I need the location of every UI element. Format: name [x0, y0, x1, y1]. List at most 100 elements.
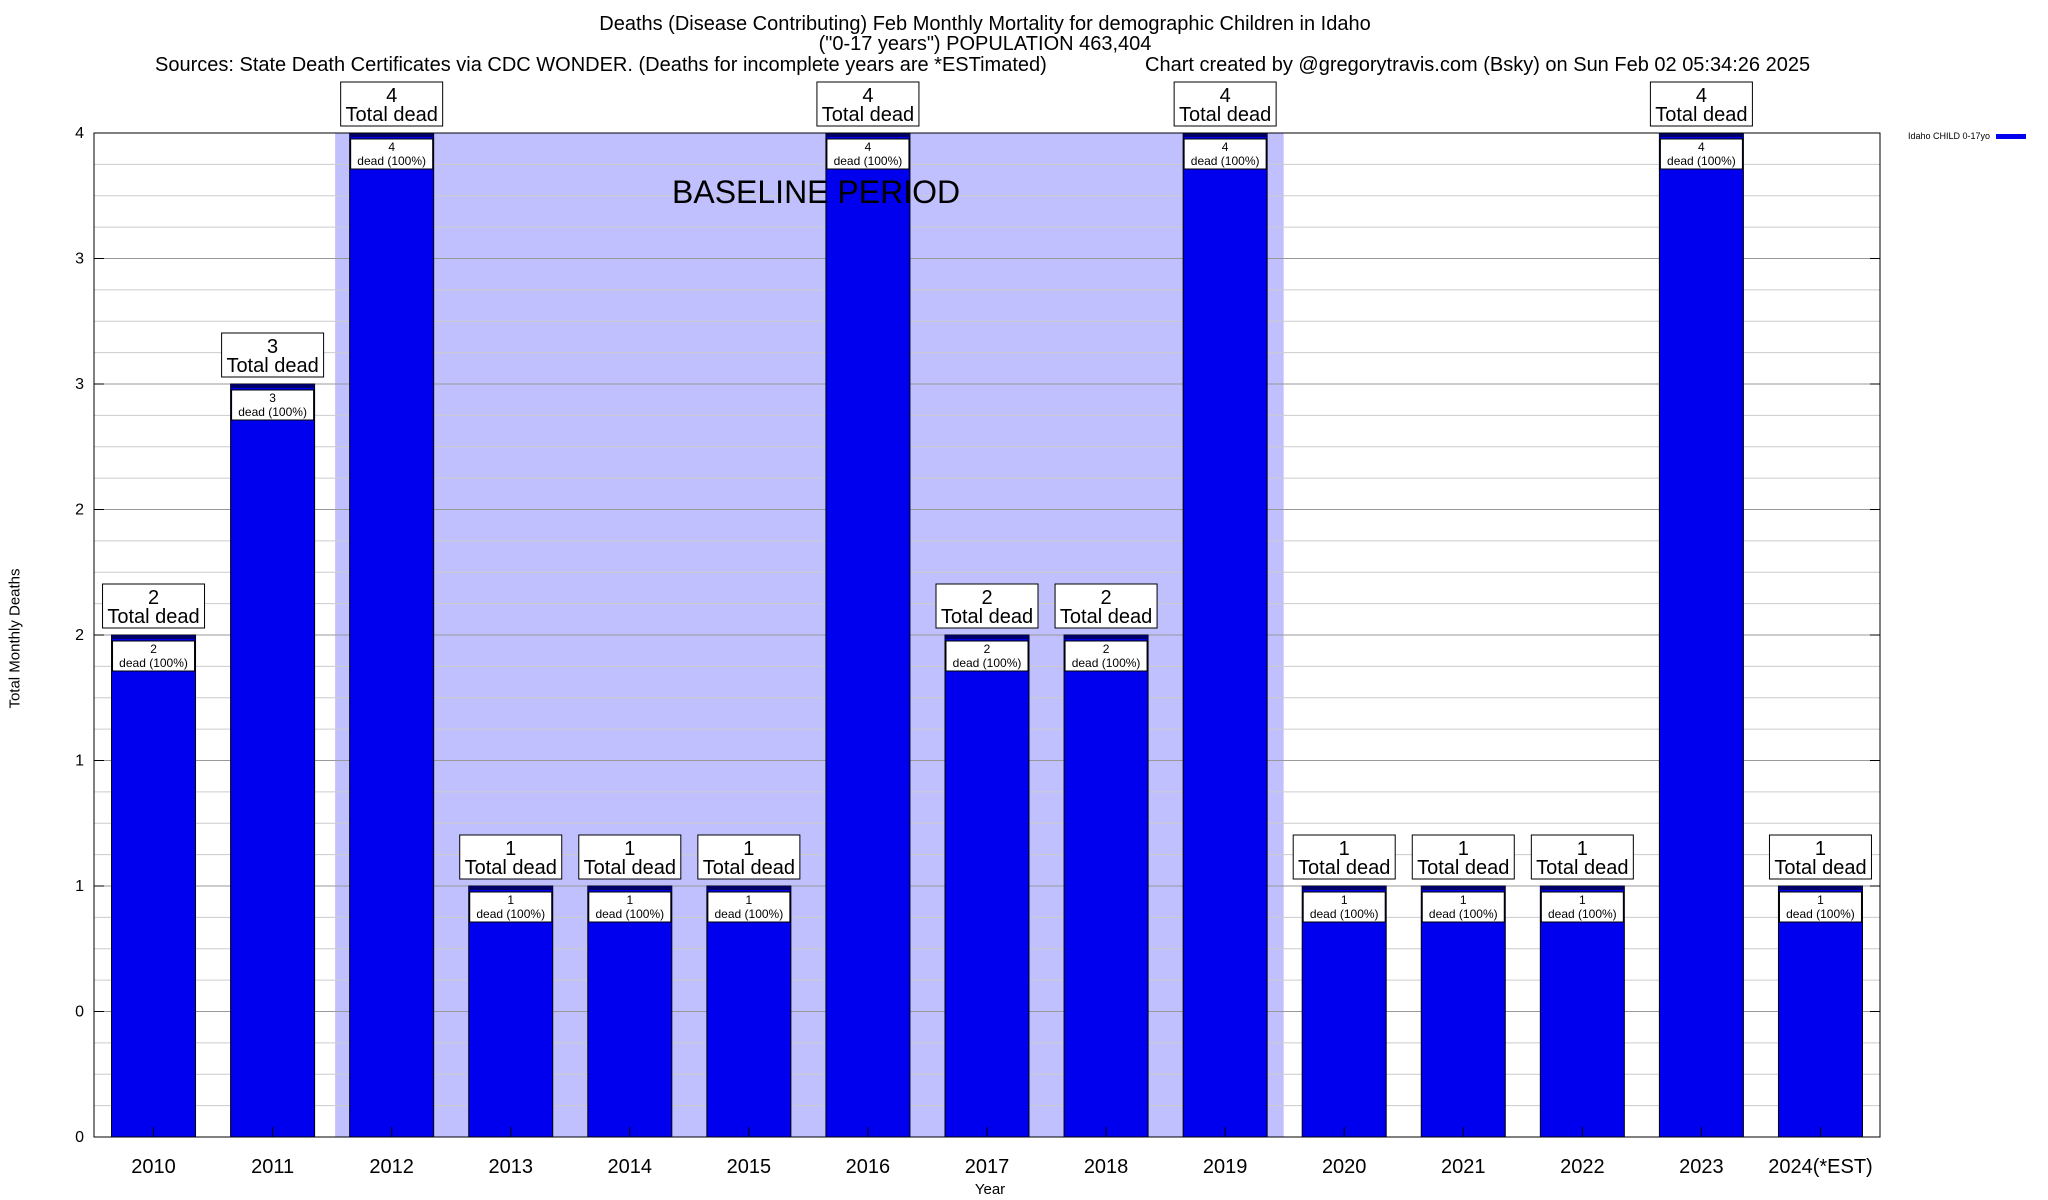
x-axis-label: Year: [974, 1181, 1006, 1198]
inner-label-count: 1: [1579, 893, 1586, 907]
y-tick-label: 0: [75, 1129, 84, 1146]
inner-label-text: dead (100%): [953, 656, 1022, 670]
total-label-box: [221, 332, 325, 378]
bar: [1658, 132, 1744, 1138]
inner-label-box: [1302, 891, 1386, 923]
total-label-box: [935, 583, 1039, 629]
inner-label-count: 4: [1698, 140, 1705, 154]
x-tick-label: 2023: [1679, 1156, 1724, 1178]
inner-label-count: 4: [388, 140, 395, 154]
total-label-count: 3: [267, 336, 278, 358]
total-label-count: 1: [743, 838, 754, 860]
inner-label-count: 1: [1460, 893, 1467, 907]
total-label-box: [1411, 834, 1515, 880]
inner-label-text: dead (100%): [119, 656, 188, 670]
inner-label-count: 1: [626, 893, 633, 907]
x-tick-label: 2022: [1560, 1156, 1605, 1178]
bar: [706, 885, 792, 1138]
total-label-text: Total dead: [1536, 857, 1628, 879]
total-label-count: 1: [1339, 838, 1350, 860]
inner-label-text: dead (100%): [715, 907, 784, 921]
y-tick-label: 4: [75, 125, 84, 142]
x-tick-label: 2018: [1084, 1156, 1129, 1178]
y-tick-label: 2: [75, 502, 84, 519]
chart-sources: Sources: State Death Certificates via CD…: [155, 54, 1047, 76]
total-label-count: 4: [386, 85, 397, 107]
inner-label-box: [231, 389, 315, 421]
total-label-count: 2: [1101, 587, 1112, 609]
x-tick-label: 2014: [608, 1156, 653, 1178]
inner-label-box: [350, 138, 434, 170]
bar: [468, 885, 554, 1138]
y-tick-label: 1: [75, 878, 84, 895]
bar: [111, 634, 197, 1138]
total-label-box: [1054, 583, 1158, 629]
total-label-box: [459, 834, 563, 880]
total-label-count: 4: [1220, 85, 1231, 107]
inner-label-text: dead (100%): [476, 907, 545, 921]
inner-label-count: 4: [1222, 140, 1229, 154]
inner-label-box: [1183, 138, 1267, 170]
bar: [944, 634, 1030, 1138]
total-label-count: 1: [624, 838, 635, 860]
inner-label-box: [112, 640, 196, 672]
x-tick-label: 2024(*EST): [1768, 1156, 1873, 1178]
total-label-count: 2: [148, 587, 159, 609]
inner-label-box: [945, 640, 1029, 672]
bar: [349, 132, 435, 1138]
total-label-text: Total dead: [1655, 104, 1747, 126]
bar: [230, 383, 316, 1138]
legend-swatch: [1996, 134, 2027, 140]
total-label-text: Total dead: [1179, 104, 1271, 126]
total-label-text: Total dead: [226, 355, 318, 377]
inner-label-text: dead (100%): [238, 405, 307, 419]
total-label-box: [340, 81, 444, 127]
inner-label-box: [826, 138, 910, 170]
inner-label-text: dead (100%): [1310, 907, 1379, 921]
x-tick-label: 2015: [727, 1156, 772, 1178]
total-label-count: 4: [862, 85, 873, 107]
inner-label-box: [1540, 891, 1624, 923]
total-label-box: [816, 81, 920, 127]
inner-label-box: [1778, 891, 1862, 923]
bar: [1182, 132, 1268, 1138]
inner-label-text: dead (100%): [1667, 154, 1736, 168]
total-label-count: 2: [981, 587, 992, 609]
total-label-count: 1: [1458, 838, 1469, 860]
x-tick-label: 2020: [1322, 1156, 1367, 1178]
y-tick-label: 0: [75, 1004, 84, 1021]
inner-label-box: [469, 891, 553, 923]
x-tick-label: 2013: [488, 1156, 533, 1178]
inner-label-text: dead (100%): [1786, 907, 1855, 921]
x-tick-label: 2016: [846, 1156, 891, 1178]
inner-label-count: 4: [865, 140, 872, 154]
plot-frame: [93, 132, 1881, 1138]
inner-label-count: 1: [507, 893, 514, 907]
bar: [1063, 634, 1149, 1138]
total-label-count: 4: [1696, 85, 1707, 107]
bar: [1301, 885, 1387, 1138]
inner-label-count: 1: [1817, 893, 1824, 907]
inner-label-box: [1659, 138, 1743, 170]
total-label-count: 1: [505, 838, 516, 860]
inner-label-count: 1: [1341, 893, 1348, 907]
total-label-text: Total dead: [703, 857, 795, 879]
baseline-period-label: BASELINE PERIOD: [672, 174, 961, 210]
chart-title: Deaths (Disease Contributing) Feb Monthl…: [599, 13, 1371, 35]
total-label-box: [1173, 81, 1277, 127]
total-label-text: Total dead: [822, 104, 914, 126]
inner-label-text: dead (100%): [1548, 907, 1617, 921]
total-label-count: 1: [1815, 838, 1826, 860]
inner-label-box: [1421, 891, 1505, 923]
total-label-box: [697, 834, 801, 880]
inner-label-box: [588, 891, 672, 923]
inner-label-count: 1: [746, 893, 753, 907]
inner-label-count: 2: [984, 642, 991, 656]
inner-label-text: dead (100%): [1072, 656, 1141, 670]
y-tick-label: 3: [75, 251, 84, 268]
y-tick-label: 1: [75, 753, 84, 770]
total-label-text: Total dead: [107, 606, 199, 628]
x-tick-label: 2010: [131, 1156, 176, 1178]
bar: [1539, 885, 1625, 1138]
